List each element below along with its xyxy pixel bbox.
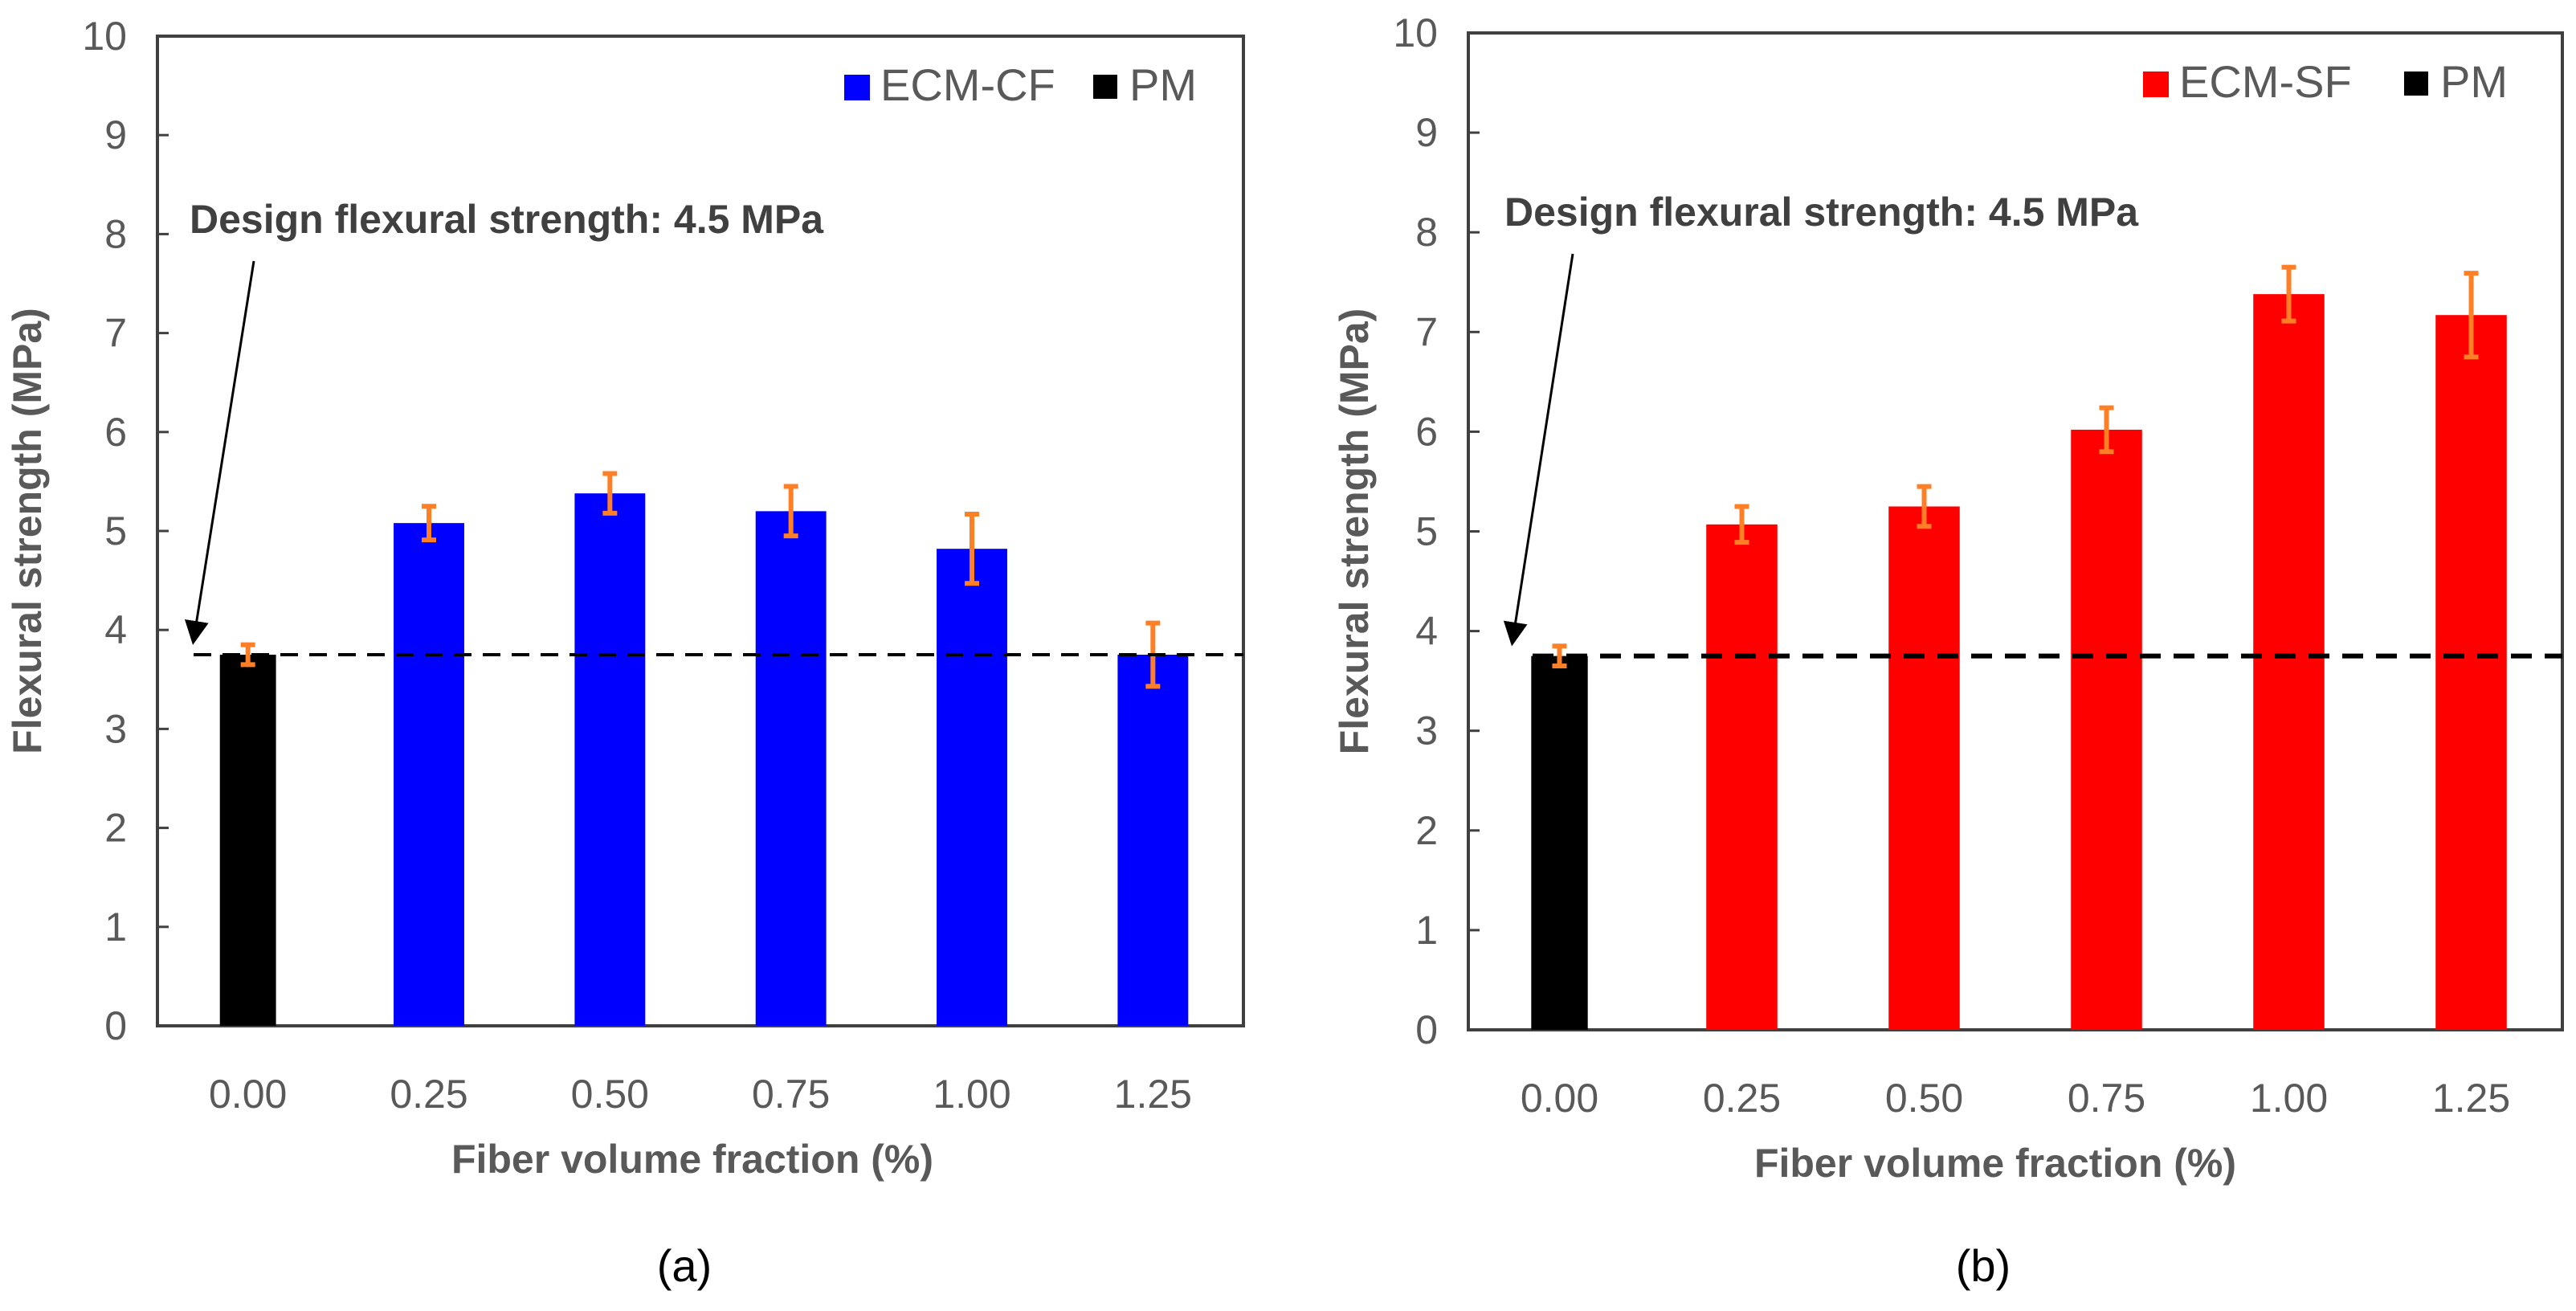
bar-ecm-cf-5 — [1117, 655, 1189, 1026]
bar-ecm-cf-1 — [394, 523, 464, 1026]
legend-label: ECM-CF — [880, 59, 1055, 110]
annotation-text: Design flexural strength: 4.5 MPa — [190, 197, 824, 242]
bar-ecm-cf-3 — [755, 511, 827, 1026]
x-tick-label: 1.00 — [933, 1072, 1010, 1117]
panel-caption: (a) — [657, 1240, 712, 1291]
y-tick-label: 6 — [104, 410, 127, 455]
legend-label: ECM-SF — [2179, 56, 2352, 107]
y-tick-label: 0 — [1415, 1007, 1438, 1052]
y-tick-label: 2 — [1415, 808, 1438, 853]
legend-label: PM — [2440, 56, 2508, 107]
y-tick-label: 9 — [104, 112, 127, 157]
y-axis-title: Flexural strength (MPa) — [1332, 308, 1377, 755]
y-tick-label: 3 — [104, 706, 127, 751]
bar-ecm-cf-4 — [937, 549, 1007, 1026]
x-tick-label: 0.25 — [1703, 1076, 1781, 1121]
y-tick-label: 8 — [104, 211, 127, 256]
x-tick-label: 1.25 — [2432, 1076, 2510, 1121]
annotation-text: Design flexural strength: 4.5 MPa — [1504, 190, 2139, 235]
bar-ecm-sf-4 — [2253, 294, 2325, 1031]
bar-ecm-sf-3 — [2071, 429, 2142, 1030]
x-axis-title: Fiber volume fraction (%) — [1754, 1141, 2236, 1186]
legend-swatch-pm — [1093, 75, 1117, 99]
y-tick-label: 10 — [1393, 10, 1438, 55]
y-tick-label: 7 — [104, 311, 127, 356]
y-tick-label: 3 — [1415, 709, 1438, 754]
y-tick-label: 9 — [1415, 110, 1438, 155]
x-tick-label: 0.75 — [2068, 1076, 2145, 1121]
x-tick-label: 0.50 — [571, 1072, 649, 1117]
y-tick-label: 5 — [1415, 509, 1438, 554]
legend-swatch-ecm-cf — [844, 75, 870, 100]
y-tick-label: 5 — [104, 508, 127, 553]
y-tick-label: 4 — [1415, 609, 1438, 654]
bar-ecm-cf-2 — [574, 493, 646, 1026]
x-tick-label: 0.75 — [752, 1072, 830, 1117]
bar-pm-0 — [219, 655, 276, 1026]
panel-caption: (b) — [1956, 1240, 2011, 1291]
legend-label: PM — [1129, 59, 1197, 110]
legend-swatch-ecm-sf — [2143, 71, 2169, 97]
x-tick-label: 0.00 — [1521, 1076, 1598, 1121]
plot-area — [156, 35, 1245, 1027]
bar-ecm-sf-5 — [2435, 315, 2507, 1030]
y-tick-label: 1 — [104, 905, 127, 950]
y-tick-label: 0 — [104, 1003, 127, 1048]
bar-ecm-sf-2 — [1888, 506, 1960, 1030]
x-tick-label: 1.00 — [2250, 1076, 2328, 1121]
y-tick-label: 1 — [1415, 908, 1438, 953]
x-tick-label: 0.50 — [1885, 1076, 1963, 1121]
chart-panel-a: 0 1 2 3 4 5 6 7 8 9 10 0.00 0.25 0.50 0.75 1.00 1.25 Desi… — [5, 14, 1245, 1291]
y-tick-label: 6 — [1415, 409, 1438, 454]
bar-ecm-sf-1 — [1706, 524, 1778, 1030]
y-tick-label: 8 — [1415, 210, 1438, 255]
y-tick-label: 7 — [1415, 309, 1438, 354]
x-tick-label: 1.25 — [1114, 1072, 1192, 1117]
y-axis-title: Flexural strength (MPa) — [5, 308, 50, 754]
y-tick-label: 4 — [104, 607, 127, 652]
plot-area — [1467, 31, 2564, 1031]
y-tick-label: 10 — [82, 14, 127, 59]
legend-swatch-pm — [2404, 71, 2428, 96]
annotation-arrow — [1503, 253, 1574, 647]
chart-panel-b: 0 1 2 3 4 5 6 7 8 9 10 0.00 0.25 0.50 0.75 1.00 1.25 Desi… — [1332, 10, 2564, 1291]
bar-pm-0 — [1531, 656, 1588, 1030]
x-axis-title: Fiber volume fraction (%) — [451, 1137, 933, 1182]
annotation-arrow — [184, 260, 255, 645]
x-tick-label: 0.00 — [209, 1072, 287, 1117]
y-tick-label: 2 — [104, 806, 127, 851]
x-tick-label: 0.25 — [390, 1072, 467, 1117]
